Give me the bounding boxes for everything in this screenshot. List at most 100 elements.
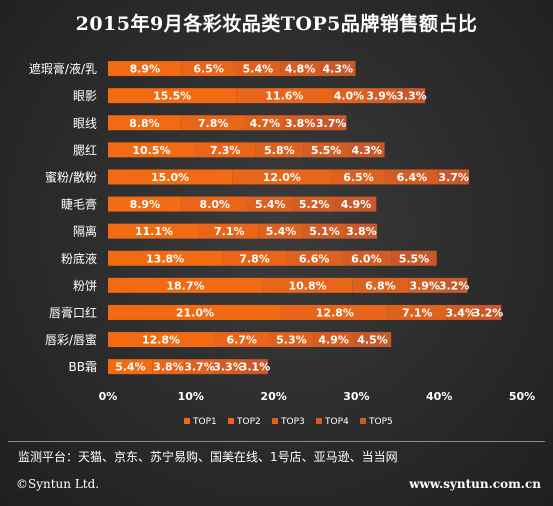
chart-title: 2015年9月各彩妆品类TOP5品牌销售额占比: [75, 13, 478, 35]
data-label: 12.0%: [263, 171, 301, 184]
bar-segment: [280, 61, 320, 77]
x-tick-label: 40%: [426, 390, 452, 403]
legend-label: TOP1: [192, 417, 217, 427]
legend-label: TOP2: [236, 417, 261, 427]
data-label: 3.7%: [184, 361, 215, 374]
category-label: 眼影: [73, 89, 97, 103]
category-label: 眼线: [73, 116, 97, 130]
data-label: 3.9%: [409, 279, 440, 292]
bar-segment: [213, 332, 270, 348]
data-label: 3.2%: [473, 306, 504, 319]
bar-segment: [284, 115, 316, 131]
data-label: 8.9%: [130, 198, 161, 211]
data-label: 3.2%: [439, 279, 470, 292]
legend-label: TOP3: [280, 417, 305, 427]
data-label: 4.3%: [351, 144, 382, 157]
data-label: 4.7%: [250, 117, 281, 130]
data-label: 6.5%: [343, 171, 374, 184]
bar-segment: [245, 115, 285, 131]
bar-segment: [341, 250, 392, 266]
category-label: 粉饼: [73, 279, 97, 293]
bar-segment: [281, 304, 388, 320]
bar-segment: [385, 169, 439, 185]
data-label: 7.1%: [402, 306, 433, 319]
bar-segment: [199, 223, 259, 239]
bar-segment: [286, 250, 342, 266]
bar-segment: [108, 169, 233, 185]
legend-swatch: [184, 418, 190, 424]
bar-segment: [438, 169, 470, 185]
bar-segment: [345, 223, 378, 239]
data-label: 7.3%: [210, 144, 241, 157]
bar-segment: [222, 250, 287, 266]
bar-segment: [108, 332, 214, 348]
legend-swatch: [316, 418, 322, 424]
data-label: 21.0%: [176, 306, 214, 319]
data-label: 4.9%: [341, 198, 372, 211]
x-tick-label: 0%: [99, 390, 118, 403]
bar-segment: [397, 88, 426, 104]
bar-segment: [214, 359, 243, 375]
bar-segment: [108, 223, 200, 239]
legend-label: TOP5: [368, 417, 393, 427]
data-label: 6.5%: [193, 63, 224, 76]
bar-segment: [319, 61, 356, 77]
data-label: 3.1%: [240, 361, 271, 374]
legend-label: TOP4: [324, 417, 349, 427]
data-label: 8.8%: [129, 117, 160, 130]
bar-segment: [108, 277, 263, 293]
data-label: 5.5%: [311, 144, 342, 157]
bar-segment: [255, 142, 304, 158]
data-label: 5.2%: [299, 198, 330, 211]
bar-segment: [108, 61, 182, 77]
bar-segment: [258, 223, 304, 239]
copyright-text: ©Syntun Ltd.: [16, 477, 100, 491]
data-label: 4.0%: [334, 90, 365, 103]
category-label: 隔离: [73, 224, 97, 239]
category-label: 唇膏口红: [49, 305, 97, 320]
data-label: 3.8%: [285, 117, 316, 130]
bar-segment: [108, 304, 282, 320]
bar-segment: [108, 196, 182, 212]
bar-segment: [108, 359, 153, 375]
category-label: BB霜: [69, 360, 97, 374]
data-label: 6.7%: [226, 334, 257, 347]
bar-segment: [315, 115, 347, 131]
bar-segment: [313, 332, 354, 348]
bar-segment: [303, 223, 346, 239]
data-label: 7.8%: [239, 252, 270, 265]
bar-segment: [348, 142, 385, 158]
data-label: 11.1%: [135, 225, 173, 238]
data-source-note: 监测平台：天猫、京东、苏宁易购、国美在线、1号店、亚马逊、当当网: [18, 450, 398, 464]
data-label: 5.8%: [264, 144, 295, 157]
bar-segment: [108, 142, 195, 158]
bar-segment: [352, 277, 409, 293]
bar-segment: [440, 277, 468, 293]
data-label: 5.4%: [255, 198, 286, 211]
data-label: 5.1%: [309, 225, 340, 238]
bar-segment: [180, 115, 246, 131]
data-label: 15.0%: [151, 171, 189, 184]
category-label: 唇彩/唇蜜: [45, 332, 97, 347]
data-label: 3.3%: [213, 361, 244, 374]
category-label: 睫毛膏: [61, 197, 97, 212]
bar-segment: [108, 250, 223, 266]
data-label: 4.9%: [318, 334, 349, 347]
bar-segment: [194, 142, 256, 158]
category-label: 蜜粉/散粉: [45, 169, 97, 184]
data-label: 3.7%: [316, 117, 347, 130]
data-label: 3.3%: [396, 90, 427, 103]
category-label: 腮红: [73, 142, 97, 157]
bar-segment: [387, 304, 447, 320]
data-label: 6.0%: [351, 252, 382, 265]
bar-segment: [353, 332, 392, 348]
bar-segment: [152, 359, 185, 375]
bar-segment: [391, 250, 437, 266]
data-label: 10.8%: [288, 279, 326, 292]
bar-segment: [235, 61, 281, 77]
data-label: 3.7%: [438, 171, 469, 184]
data-label: 12.8%: [142, 334, 180, 347]
x-tick-label: 10%: [178, 390, 204, 403]
website-text: www.syntun.com.cn: [409, 477, 541, 491]
data-label: 8.9%: [130, 63, 161, 76]
